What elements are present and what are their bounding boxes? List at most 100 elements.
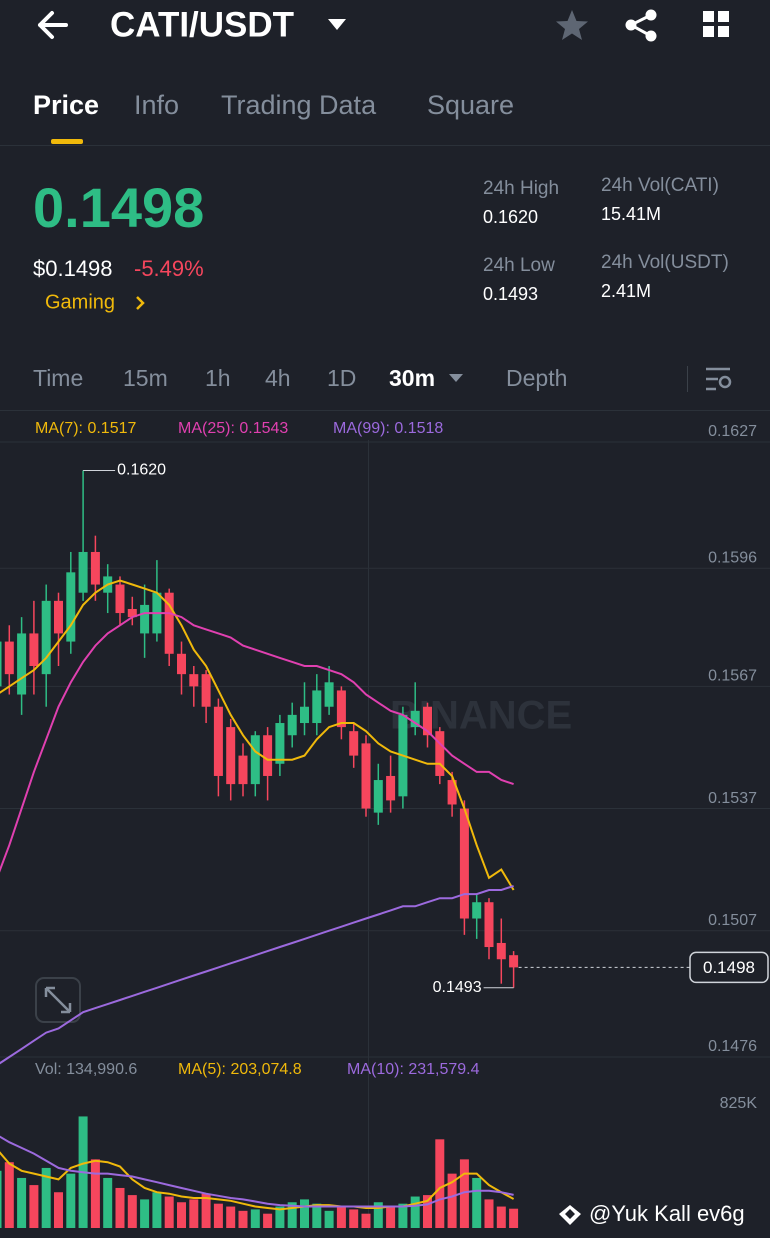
volume-bar <box>0 1170 2 1228</box>
candle-body <box>496 942 506 960</box>
candle-body <box>484 902 494 948</box>
volume-bar <box>275 1206 285 1228</box>
y-tick-label: 0.1507 <box>708 912 757 929</box>
usd-price: $0.1498 <box>33 256 113 281</box>
time-grid-line <box>368 440 369 1230</box>
interval-dropdown[interactable] <box>449 374 463 382</box>
volume-bar <box>238 1210 248 1228</box>
back-button[interactable] <box>38 11 68 39</box>
favorite-icon[interactable] <box>556 10 588 40</box>
interval[interactable]: 1h <box>205 365 231 391</box>
candle-body <box>140 604 150 634</box>
tab[interactable]: Info <box>134 90 179 120</box>
last-price: 0.1498 <box>33 176 204 239</box>
high-label: 0.1620 <box>117 462 166 479</box>
volume-bar <box>164 1196 174 1228</box>
stat-value: 0.1493 <box>483 284 538 304</box>
volume-bar <box>423 1195 432 1228</box>
candle-body <box>324 682 334 707</box>
candle-body <box>41 600 51 675</box>
share-icon[interactable] <box>625 9 657 42</box>
plot: 0.1627 0.1596 0.1567 0.1537 0.1507 0.1476 MA(7… <box>0 420 770 1228</box>
volume-bar <box>459 1159 469 1228</box>
legend-entry: MA(99): 0.1518 <box>333 420 443 437</box>
expand-button[interactable] <box>35 977 81 1023</box>
volume-bar <box>41 1167 51 1228</box>
candle-body <box>336 690 346 728</box>
volume-bar <box>127 1195 137 1228</box>
y-tick-label: 0.1537 <box>708 790 757 807</box>
volume-bar <box>496 1206 506 1228</box>
stat-value: 15.41M <box>601 204 661 224</box>
legend-entry: MA(7): 0.1517 <box>35 420 136 437</box>
legend-entry: MA(25): 0.1543 <box>178 420 288 437</box>
volume-bar <box>324 1210 334 1228</box>
candle-body <box>78 551 88 593</box>
category-tag[interactable]: Gaming <box>45 291 115 313</box>
divider <box>687 366 688 392</box>
volume-bar <box>361 1213 371 1228</box>
price-change: -5.49% <box>134 256 204 281</box>
grid-icon[interactable] <box>703 11 729 37</box>
volume-bar <box>509 1208 519 1228</box>
ma-line <box>0 1135 514 1208</box>
interval[interactable]: Time <box>33 365 83 391</box>
volume-bar <box>213 1203 223 1228</box>
ma-line <box>0 1151 515 1211</box>
volume-bar <box>447 1173 457 1228</box>
volume-bar <box>386 1206 396 1228</box>
pair-dropdown[interactable] <box>328 19 346 30</box>
chart-settings-icon[interactable] <box>706 367 732 391</box>
volume-bar <box>312 1203 322 1228</box>
tab[interactable]: Square <box>427 90 514 120</box>
volume-bar <box>115 1187 125 1228</box>
ma-line <box>0 884 514 1065</box>
candle-body <box>164 592 174 654</box>
candle-body <box>177 653 186 675</box>
candle-body <box>66 572 76 642</box>
volume-bar <box>103 1177 113 1228</box>
candle-body <box>213 706 223 776</box>
candle-body <box>509 955 519 968</box>
tag-chevron <box>136 296 145 310</box>
candle-body <box>115 584 125 614</box>
interval[interactable]: 15m <box>123 365 168 391</box>
candle-body <box>29 633 39 667</box>
candle-body <box>287 714 297 736</box>
candle-body <box>459 808 469 919</box>
volume-bar <box>152 1192 162 1228</box>
divider <box>0 410 770 411</box>
stat-label: 24h Vol(USDT) <box>601 252 729 273</box>
pair-title[interactable]: CATI/USDT <box>110 5 294 44</box>
volume-bar <box>29 1185 39 1228</box>
candle-body <box>189 674 199 687</box>
last-price-label: 0.1498 <box>703 958 755 977</box>
candle-body <box>435 731 445 776</box>
volume-bar <box>300 1199 309 1228</box>
volume-bar <box>410 1196 420 1228</box>
interval[interactable]: 1D <box>327 365 356 391</box>
stat-label: 24h High <box>483 178 559 199</box>
volume-bar <box>189 1199 199 1228</box>
stat-value: 0.1620 <box>483 207 538 227</box>
candle-body <box>0 641 2 687</box>
candle-body <box>226 727 236 785</box>
candle-body <box>201 674 211 707</box>
y-tick-label: 0.1567 <box>708 668 757 685</box>
y-tick-label: 0.1476 <box>708 1038 757 1055</box>
interval[interactable]: 4h <box>265 365 291 391</box>
candle-body <box>447 780 457 805</box>
volume-bar <box>90 1159 100 1228</box>
interval[interactable]: Depth <box>506 365 567 391</box>
interval-active[interactable]: 30m <box>389 365 435 391</box>
tab[interactable]: Trading Data <box>221 90 377 120</box>
candle-body <box>300 706 309 724</box>
y-tick-label: 0.1627 <box>708 423 757 440</box>
tab[interactable]: Price <box>33 90 99 120</box>
volume-bar <box>398 1203 408 1228</box>
volume-bar <box>226 1206 236 1228</box>
candle-body <box>349 731 359 756</box>
candle-body <box>263 735 273 776</box>
